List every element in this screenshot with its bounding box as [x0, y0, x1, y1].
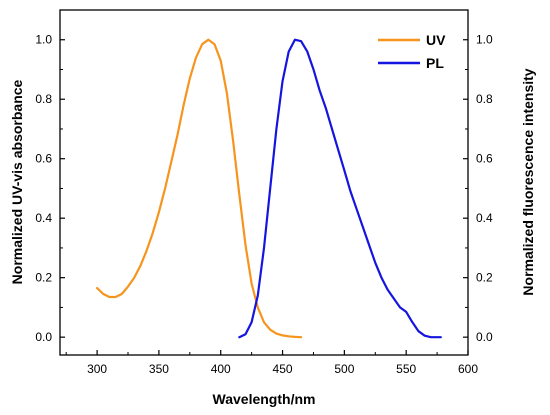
- y-right-tick-label: 0.4: [476, 211, 493, 225]
- x-tick-label: 350: [149, 362, 169, 376]
- legend: UV PL: [378, 32, 446, 71]
- plot-frame: [59, 9, 469, 356]
- y-right-tick-label: 1.0: [476, 33, 493, 47]
- y-right-tick-label: 0.6: [476, 152, 493, 166]
- series-line-pl: [238, 38, 442, 339]
- y-left-tick-label: 0.8: [35, 92, 52, 106]
- y-right-tick-label: 0.8: [476, 92, 493, 106]
- y-left-tick-label: 0.6: [35, 152, 52, 166]
- y-axis-right-title: Normalized fluorescence intensity: [520, 68, 536, 295]
- y-left-tick-label: 1.0: [35, 33, 52, 47]
- legend-uv-label: UV: [426, 32, 446, 48]
- x-axis: 300 350 400 450 500 550 600: [65, 350, 478, 376]
- y-left-tick-label: 0.4: [35, 211, 52, 225]
- y-left-tick-label: 0.0: [35, 330, 52, 344]
- series-line-uv: [96, 38, 303, 339]
- y-left-tick-label: 0.2: [35, 271, 52, 285]
- x-tick-label: 500: [334, 362, 354, 376]
- y-axis-right: 0.0 0.2 0.4 0.6 0.8 1.0: [463, 33, 493, 344]
- series-layer: [96, 38, 442, 339]
- y-axis-left: 0.0 0.2 0.4 0.6 0.8 1.0: [35, 33, 65, 344]
- x-tick-label: 300: [87, 362, 107, 376]
- y-right-tick-label: 0.2: [476, 271, 493, 285]
- x-tick-label: 400: [211, 362, 231, 376]
- x-axis-title: Wavelength/nm: [213, 391, 316, 407]
- x-tick-label: 550: [396, 362, 416, 376]
- x-tick-label: 600: [458, 362, 478, 376]
- y-right-tick-label: 0.0: [476, 330, 493, 344]
- legend-pl-label: PL: [426, 55, 444, 71]
- x-tick-label: 450: [273, 362, 293, 376]
- y-axis-left-title: Normalized UV-vis absorbance: [9, 79, 25, 284]
